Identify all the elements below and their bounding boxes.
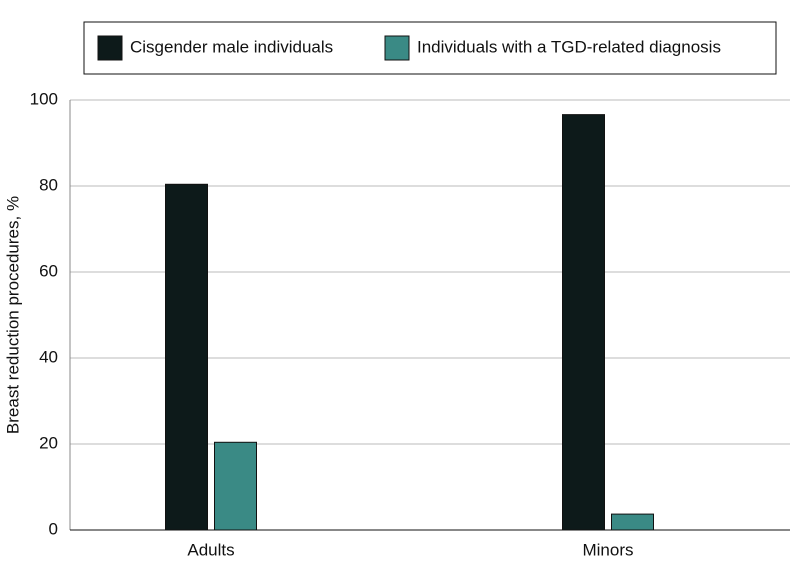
bar bbox=[562, 114, 605, 531]
y-tick-label: 80 bbox=[39, 175, 58, 194]
x-tick-label: Adults bbox=[187, 540, 234, 559]
y-tick-label: 0 bbox=[49, 519, 58, 538]
bar bbox=[611, 513, 654, 531]
y-tick-label: 20 bbox=[39, 433, 58, 452]
y-tick-label: 60 bbox=[39, 261, 58, 280]
y-tick-label: 100 bbox=[30, 89, 58, 108]
legend-swatch bbox=[384, 35, 410, 61]
x-tick-label: Minors bbox=[582, 540, 633, 559]
y-axis-label: Breast reduction procedures, % bbox=[3, 196, 22, 434]
y-tick-label: 40 bbox=[39, 347, 58, 366]
legend-swatch bbox=[97, 35, 123, 61]
bar bbox=[165, 183, 208, 531]
legend-label: Cisgender male individuals bbox=[130, 37, 333, 56]
legend-label: Individuals with a TGD-related diagnosis bbox=[417, 37, 721, 56]
legend-box bbox=[83, 21, 777, 75]
bar bbox=[214, 441, 257, 531]
